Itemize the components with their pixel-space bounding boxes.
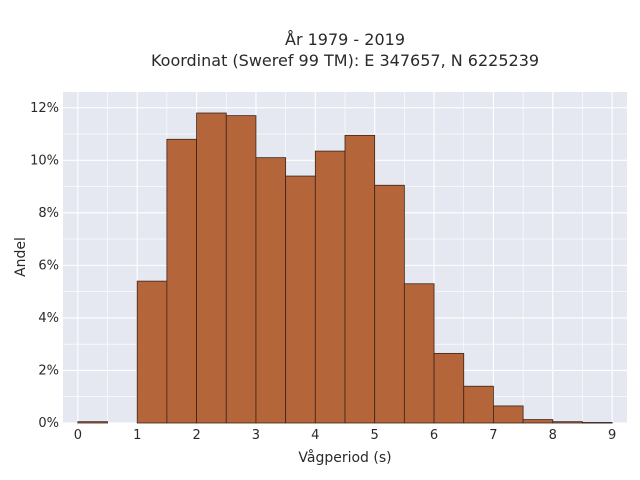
y-axis-ticks: 0% 2% 4% 6% 8% 10% 12% [30, 101, 59, 431]
histogram-bar [433, 352, 465, 424]
histogram-bar [225, 115, 257, 424]
x-axis-label: Vågperiod (s) [298, 449, 391, 466]
y-tick-label: 8% [38, 206, 59, 221]
x-tick-label: 9 [608, 428, 616, 443]
histogram-bars [77, 112, 613, 424]
histogram-bar [403, 283, 435, 424]
histogram-bar [255, 157, 287, 424]
histogram-bar [463, 385, 494, 424]
histogram-bar [314, 150, 346, 424]
histogram-bar [344, 134, 376, 424]
histogram-bar [552, 421, 583, 424]
histogram-bar [136, 280, 168, 424]
histogram-bar [285, 175, 316, 424]
histogram-bar [77, 421, 108, 424]
x-tick-label: 0 [74, 428, 82, 443]
histogram-bar [493, 405, 524, 424]
x-tick-label: 3 [252, 428, 260, 443]
y-axis-label: Andel [13, 237, 29, 277]
y-tick-label: 12% [30, 101, 59, 116]
x-tick-label: 5 [371, 428, 379, 443]
x-axis-ticks: 0 1 2 3 4 5 6 7 8 9 [74, 428, 617, 443]
chart-subtitle: Koordinat (Sweref 99 TM): E 347657, N 62… [151, 51, 539, 70]
x-tick-label: 7 [489, 428, 497, 443]
histogram-bar [196, 112, 227, 424]
y-tick-label: 4% [38, 311, 59, 326]
x-tick-label: 8 [549, 428, 557, 443]
chart-title: År 1979 - 2019 [285, 30, 405, 49]
histogram-bar [374, 184, 405, 424]
y-tick-label: 2% [38, 363, 59, 378]
histogram-bar [522, 419, 554, 424]
histogram-bar [166, 138, 197, 424]
x-tick-label: 6 [430, 428, 438, 443]
x-tick-label: 4 [311, 428, 319, 443]
y-tick-label: 6% [38, 258, 59, 273]
y-tick-label: 10% [30, 153, 59, 168]
x-tick-label: 1 [133, 428, 141, 443]
histogram-bar [582, 422, 613, 424]
y-tick-label: 0% [38, 416, 59, 431]
x-tick-label: 2 [192, 428, 200, 443]
